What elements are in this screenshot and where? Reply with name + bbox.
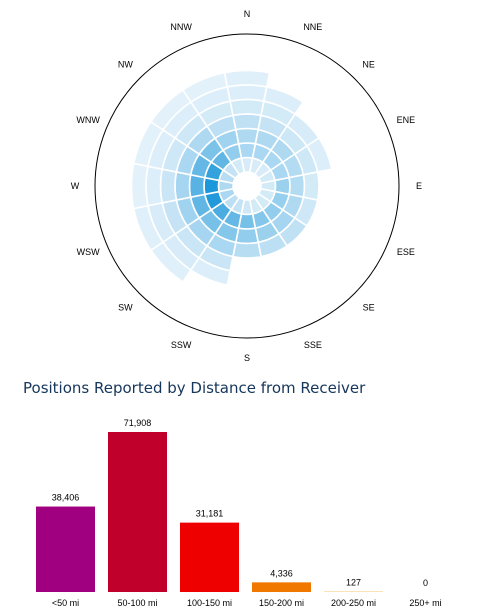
direction-label-nne: NNE [303,22,322,32]
bar-category-label-4: 200-250 mi [331,598,376,608]
direction-label-n: N [244,9,251,19]
bar-category-label-3: 150-200 mi [259,598,304,608]
bar-value-label-1: 71,908 [124,418,152,428]
direction-label-s: S [244,353,250,363]
polar-cell-ene-4 [305,136,333,173]
bar-1 [108,432,167,592]
polar-cell-nne-5 [262,85,305,116]
bar-value-label-5: 0 [423,578,428,588]
direction-label-nnw: NNW [170,22,192,32]
direction-label-wnw: WNW [76,115,100,125]
bar-category-label-2: 100-150 mi [187,598,232,608]
bar-category-label-0: <50 mi [52,598,79,608]
direction-label-ese: ESE [397,247,415,257]
direction-label-se: SE [363,303,375,313]
direction-label-nw: NW [118,59,133,69]
polar-cell-nnw-6 [181,71,229,104]
direction-label-sse: SSE [304,340,322,350]
bar-0 [36,506,95,592]
direction-label-sw: SW [118,303,133,313]
bar-category-label-5: 250+ mi [409,598,441,608]
direction-label-ne: NE [362,59,375,69]
bar-value-label-3: 4,336 [270,568,293,578]
direction-label-wsw: WSW [77,247,100,257]
bar-category-label-1: 50-100 mi [117,598,157,608]
polar-cell-n-6 [223,69,271,88]
direction-label-w: W [71,181,80,191]
bar-value-label-2: 31,181 [196,509,224,519]
bar-3 [252,582,311,592]
bar-chart-title: Positions Reported by Distance from Rece… [23,379,366,397]
polar-distance-chart: N NNE NE ENE E ESE SE SSE S SSW SW WSW W WNW NW NNW [71,9,422,363]
direction-label-e: E [416,181,422,191]
bar-value-label-0: 38,406 [52,493,80,503]
direction-label-ssw: SSW [171,340,192,350]
bar-2 [180,522,239,592]
direction-label-ene: ENE [397,115,416,125]
bar-value-label-4: 127 [346,578,361,588]
